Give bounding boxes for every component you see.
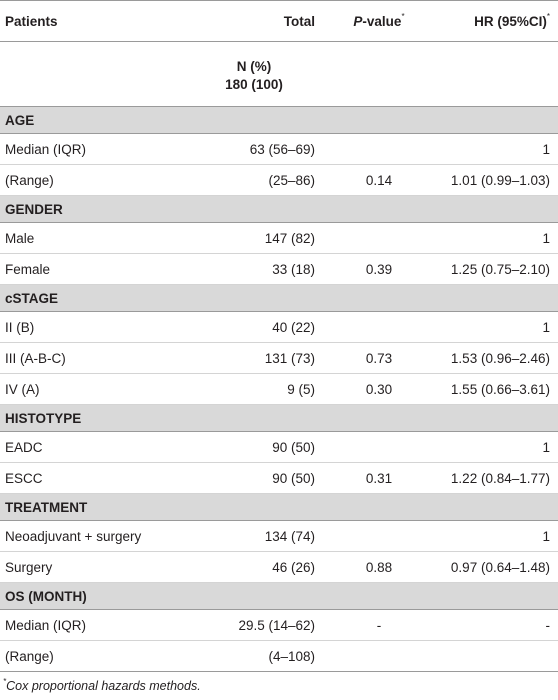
table-row: EADC 90 (50) 1 [0,431,558,463]
cell-p-value [323,133,435,165]
cell-p-value: 0.31 [323,462,435,494]
header-patients: Patients [0,0,185,42]
section-header-row: HISTOTYPE [0,404,558,432]
cell-total: 134 (74) [185,520,323,552]
cell-total: 40 (22) [185,311,323,343]
table-row: III (A-B-C) 131 (73) 0.73 1.53 (0.96–2.46) [0,342,558,374]
cell-label: ESCC [0,462,185,494]
section-title: TREATMENT [0,493,558,521]
cell-total: 33 (18) [185,253,323,285]
header-total: Total [185,0,323,42]
n-total-value: 180 (100) [225,77,283,92]
cell-hr: 1 [435,133,558,165]
cell-label: EADC [0,431,185,463]
footnote-text: Cox proportional hazards methods. [6,679,201,693]
cell-hr: 1 [435,520,558,552]
cell-p-value: 0.14 [323,164,435,196]
p-italic: P [353,13,363,29]
cell-label: Neoadjuvant + surgery [0,520,185,552]
cell-total: 29.5 (14–62) [185,609,323,641]
header-hr: HR (95%CI)* [435,0,558,42]
n-percent-row: N (%) 180 (100) [0,41,558,107]
section-title: cSTAGE [0,284,558,312]
cell-label: IV (A) [0,373,185,405]
table-row: Median (IQR) 63 (56–69) 1 [0,133,558,165]
cell-p-value [323,431,435,463]
cell-hr: 1.25 (0.75–2.10) [435,253,558,285]
cell-total: 63 (56–69) [185,133,323,165]
cell-total: 147 (82) [185,222,323,254]
section-header-row: AGE [0,106,558,134]
hr-label: HR (95%CI) [474,13,547,29]
table-row: (Range) (4–108) [0,640,558,672]
cell-hr: 1.22 (0.84–1.77) [435,462,558,494]
p-rest: -value [362,13,402,29]
cell-hr: 0.97 (0.64–1.48) [435,551,558,583]
cell-hr [435,640,558,672]
cell-label: II (B) [0,311,185,343]
cell-total: 131 (73) [185,342,323,374]
section-header-row: TREATMENT [0,493,558,521]
cell-hr: 1.01 (0.99–1.03) [435,164,558,196]
cell-hr: - [435,609,558,641]
cell-hr: 1 [435,431,558,463]
cell-label: III (A-B-C) [0,342,185,374]
table-row: Male 147 (82) 1 [0,222,558,254]
cell-p-value [323,640,435,672]
section-header-row: GENDER [0,195,558,223]
p-footnote-mark: * [401,11,405,21]
section-title: HISTOTYPE [0,404,558,432]
cell-p-value: 0.73 [323,342,435,374]
section-title: AGE [0,106,558,134]
table-row: (Range) (25–86) 0.14 1.01 (0.99–1.03) [0,164,558,196]
cell-label: Surgery [0,551,185,583]
cell-label: Median (IQR) [0,133,185,165]
cell-p-value [323,311,435,343]
cell-label: (Range) [0,164,185,196]
cell-p-value: 0.30 [323,373,435,405]
table-row: IV (A) 9 (5) 0.30 1.55 (0.66–3.61) [0,373,558,405]
table-row: Female 33 (18) 0.39 1.25 (0.75–2.10) [0,253,558,285]
table-header-row: Patients Total P-value* HR (95%CI)* [0,0,558,42]
cell-label: Median (IQR) [0,609,185,641]
n-percent-cell: N (%) 180 (100) [185,41,323,107]
hr-footnote-mark: * [546,11,550,21]
cell-p-value [323,222,435,254]
cell-p-value [323,520,435,552]
n-percent-label: N (%) [236,59,272,74]
section-title: OS (MONTH) [0,582,558,610]
cell-label: Female [0,253,185,285]
table-row: Surgery 46 (26) 0.88 0.97 (0.64–1.48) [0,551,558,583]
cell-hr: 1 [435,222,558,254]
table-row: Median (IQR) 29.5 (14–62) - - [0,609,558,641]
patient-characteristics-table: Patients Total P-value* HR (95%CI)* N (%… [0,0,558,672]
cell-total: 90 (50) [185,462,323,494]
section-header-row: OS (MONTH) [0,582,558,610]
cell-hr: 1 [435,311,558,343]
footnote-mark: * [3,677,7,686]
cell-total: (25–86) [185,164,323,196]
section-header-row: cSTAGE [0,284,558,312]
cell-p-value: 0.39 [323,253,435,285]
footnote: *Cox proportional hazards methods. [0,672,558,700]
cell-total: (4–108) [185,640,323,672]
cell-p-value: 0.88 [323,551,435,583]
cell-total: 9 (5) [185,373,323,405]
cell-label: (Range) [0,640,185,672]
table-row: II (B) 40 (22) 1 [0,311,558,343]
table-row: ESCC 90 (50) 0.31 1.22 (0.84–1.77) [0,462,558,494]
header-p-value: P-value* [323,0,435,42]
cell-total: 46 (26) [185,551,323,583]
section-title: GENDER [0,195,558,223]
cell-label: Male [0,222,185,254]
cell-hr: 1.53 (0.96–2.46) [435,342,558,374]
cell-hr: 1.55 (0.66–3.61) [435,373,558,405]
cell-total: 90 (50) [185,431,323,463]
table-row: Neoadjuvant + surgery 134 (74) 1 [0,520,558,552]
cell-p-value: - [323,609,435,641]
